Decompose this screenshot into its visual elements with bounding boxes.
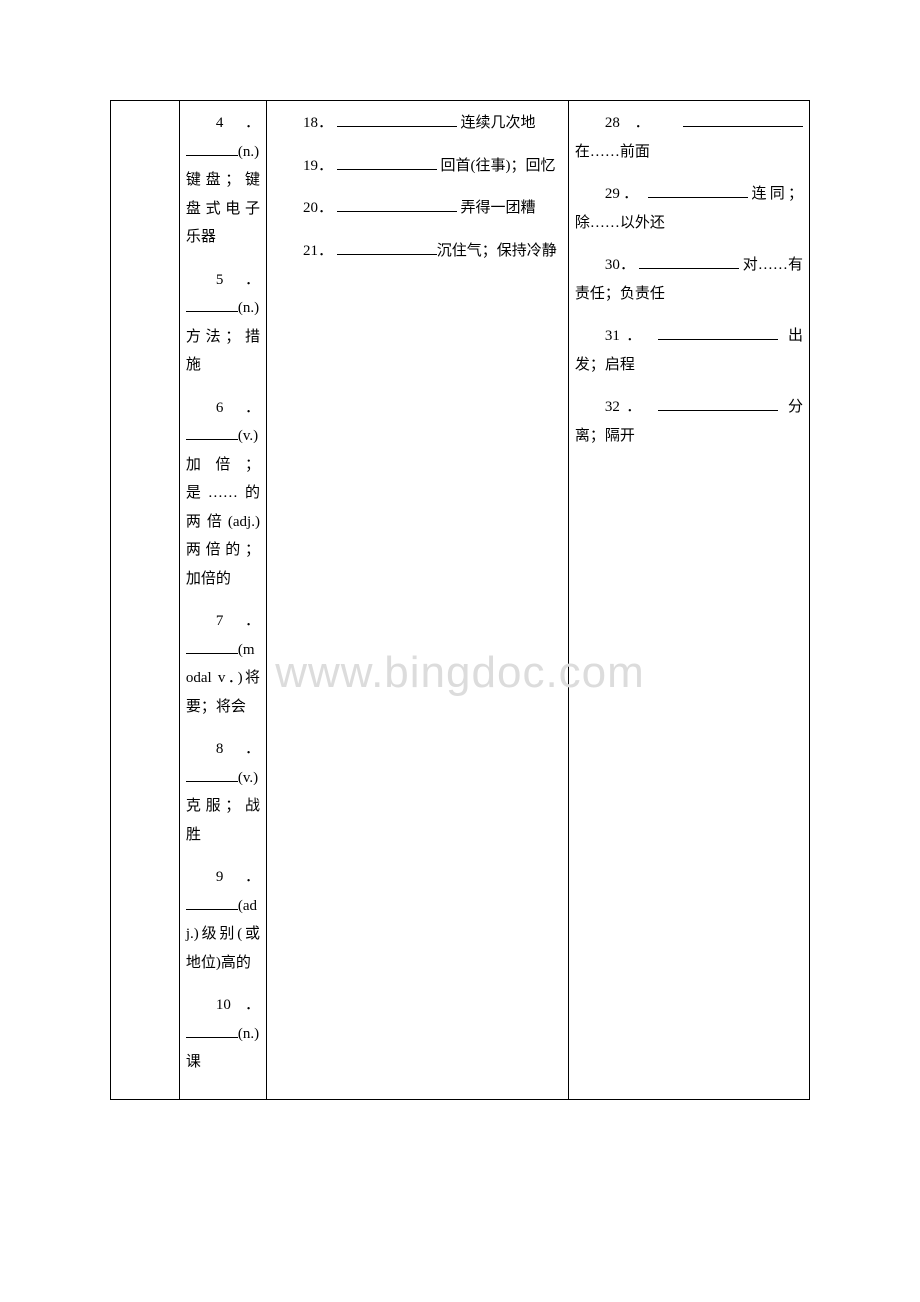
item-def: 课: [186, 1054, 201, 1070]
item-number: 7．: [216, 613, 260, 629]
column-phrases-a: 18． 连续几次地 19． 回首(往事)；回忆 20． 弄得一团糟 21． 沉住…: [266, 101, 568, 1100]
fill-blank[interactable]: [639, 254, 739, 269]
fill-blank[interactable]: [658, 325, 778, 340]
fill-blank[interactable]: [186, 767, 238, 782]
item-number: 6．: [216, 400, 260, 416]
item-pos: (n.): [238, 1026, 259, 1042]
phrase-item: 18． 连续几次地: [273, 109, 562, 138]
page-container: 4． (n.) 键盘；键盘式电子乐器 5． (n.) 方法；措施 6． (v.) 加倍…: [0, 0, 920, 1140]
fill-blank[interactable]: [337, 155, 437, 170]
column-words: 4． (n.) 键盘；键盘式电子乐器 5． (n.) 方法；措施 6． (v.) 加倍…: [179, 101, 266, 1100]
item-pos: (v.): [238, 770, 258, 786]
item-def: 在……前面: [575, 144, 650, 160]
item-number: 28．: [605, 115, 665, 131]
vocab-table: 4． (n.) 键盘；键盘式电子乐器 5． (n.) 方法；措施 6． (v.) 加倍…: [110, 100, 810, 1100]
vocab-item: 4． (n.) 键盘；键盘式电子乐器: [186, 109, 260, 252]
item-pos: (v.): [238, 428, 258, 444]
vocab-item: 9． (adj.)级别(或地位)高的: [186, 863, 260, 977]
item-number: 32．: [605, 399, 648, 415]
fill-blank[interactable]: [337, 197, 457, 212]
vocab-item: 5． (n.) 方法；措施: [186, 266, 260, 380]
item-def: 键盘；键盘式电子乐器: [186, 172, 260, 245]
vocab-item: 6． (v.) 加倍；是……的两倍(adj.)两倍的；加倍的: [186, 394, 260, 594]
item-def: 加倍；是……的两倍(adj.)两倍的；加倍的: [186, 457, 260, 587]
item-number: 8．: [216, 741, 260, 757]
item-def: 弄得一团糟: [457, 200, 536, 216]
fill-blank[interactable]: [337, 112, 457, 127]
fill-blank[interactable]: [186, 141, 238, 156]
phrase-item: 31． 出发；启程: [575, 322, 803, 379]
phrase-item: 20． 弄得一团糟: [273, 194, 562, 223]
column-phrases-b: 28． 在……前面 29． 连同；除……以外还 30． 对……有责任；负责任 3…: [568, 101, 809, 1100]
item-number: 30．: [605, 257, 635, 273]
vocab-item: 7． (modal v．)将要；将会: [186, 607, 260, 721]
item-number: 5．: [216, 272, 260, 288]
fill-blank[interactable]: [186, 425, 238, 440]
item-pos: (n.): [238, 300, 259, 316]
fill-blank[interactable]: [648, 183, 748, 198]
vocab-item: 10． (n.) 课: [186, 991, 260, 1077]
item-def: 连续几次地: [457, 115, 536, 131]
phrase-item: 32． 分离；隔开: [575, 393, 803, 450]
item-number: 9．: [216, 869, 260, 885]
item-def: 克服；战胜: [186, 798, 260, 843]
phrase-item: 19． 回首(往事)；回忆: [273, 152, 562, 181]
fill-blank[interactable]: [186, 895, 238, 910]
item-def: 沉住气；保持冷静: [437, 243, 557, 259]
fill-blank[interactable]: [683, 112, 803, 127]
fill-blank[interactable]: [337, 240, 437, 255]
item-number: 31．: [605, 328, 648, 344]
item-number: 20．: [303, 200, 333, 216]
item-pos: (n.): [238, 144, 259, 160]
phrase-item: 28． 在……前面: [575, 109, 803, 166]
fill-blank[interactable]: [186, 639, 238, 654]
item-number: 29．: [605, 186, 641, 202]
item-number: 10．: [216, 997, 260, 1013]
phrase-item: 21． 沉住气；保持冷静: [273, 237, 562, 266]
fill-blank[interactable]: [186, 297, 238, 312]
fill-blank[interactable]: [186, 1023, 238, 1038]
item-def: 回首(往事)；回忆: [437, 158, 556, 174]
phrase-item: 29． 连同；除……以外还: [575, 180, 803, 237]
item-number: 18．: [303, 115, 333, 131]
empty-left-cell: [111, 101, 180, 1100]
item-number: 19．: [303, 158, 333, 174]
vocab-item: 8． (v.) 克服；战胜: [186, 735, 260, 849]
item-def: 方法；措施: [186, 329, 260, 374]
item-number: 21．: [303, 243, 333, 259]
phrase-item: 30． 对……有责任；负责任: [575, 251, 803, 308]
fill-blank[interactable]: [658, 396, 778, 411]
item-number: 4．: [216, 115, 260, 131]
